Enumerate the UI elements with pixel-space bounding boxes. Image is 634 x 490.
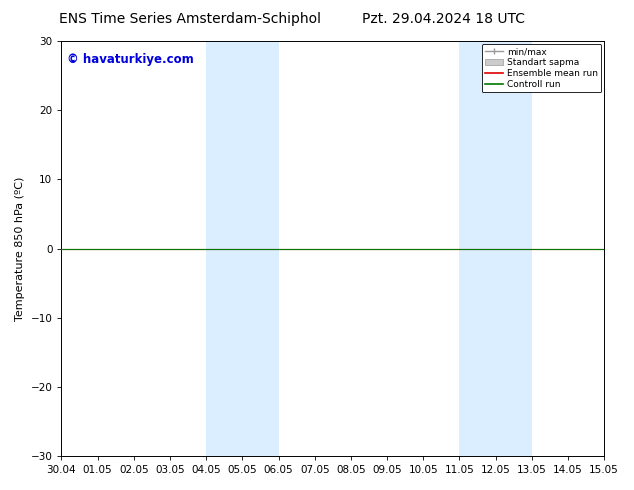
Bar — [224, 41, 278, 456]
Text: ENS Time Series Amsterdam-Schiphol: ENS Time Series Amsterdam-Schiphol — [59, 12, 321, 26]
Legend: min/max, Standart sapma, Ensemble mean run, Controll run: min/max, Standart sapma, Ensemble mean r… — [482, 44, 602, 93]
Bar — [206, 41, 224, 456]
Bar — [477, 41, 532, 456]
Y-axis label: Temperature 850 hPa (ºC): Temperature 850 hPa (ºC) — [15, 176, 25, 320]
Bar — [460, 41, 477, 456]
Text: © havaturkiye.com: © havaturkiye.com — [67, 53, 193, 67]
Text: Pzt. 29.04.2024 18 UTC: Pzt. 29.04.2024 18 UTC — [362, 12, 526, 26]
